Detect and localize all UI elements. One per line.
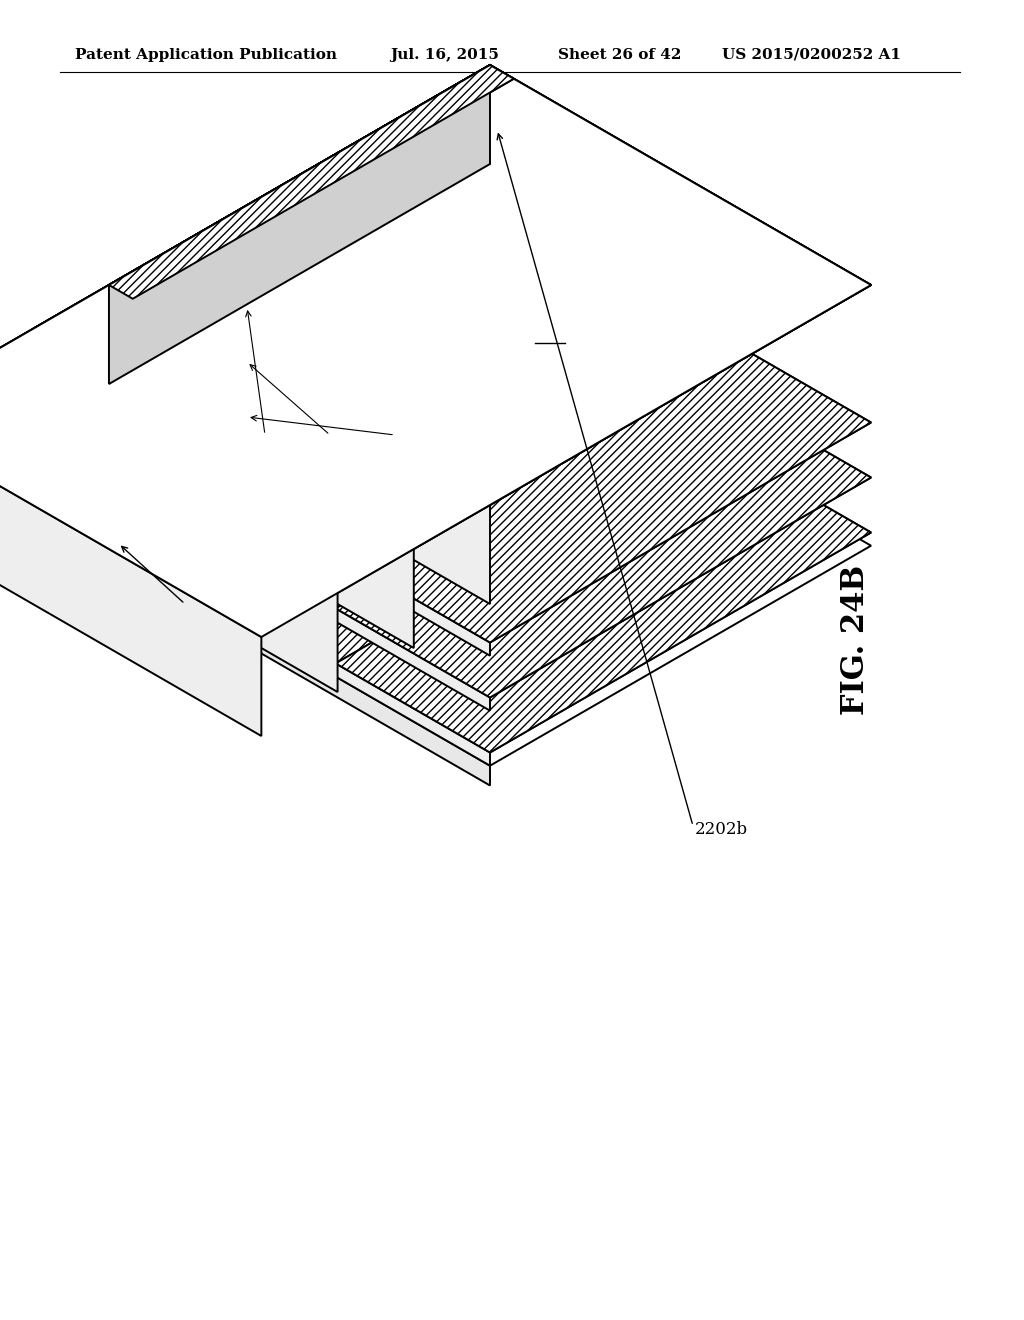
Polygon shape: [230, 289, 612, 548]
Polygon shape: [109, 65, 514, 298]
Polygon shape: [126, 284, 507, 543]
Polygon shape: [126, 213, 559, 462]
Polygon shape: [0, 65, 871, 593]
Polygon shape: [178, 314, 559, 573]
Polygon shape: [109, 313, 871, 752]
Polygon shape: [336, 444, 871, 752]
Polygon shape: [0, 65, 490, 516]
Polygon shape: [126, 174, 507, 433]
Polygon shape: [33, 65, 490, 428]
Polygon shape: [109, 202, 490, 436]
Text: 2204m: 2204m: [299, 430, 351, 484]
Polygon shape: [230, 235, 612, 492]
Polygon shape: [126, 228, 507, 487]
Polygon shape: [178, 314, 612, 565]
Polygon shape: [284, 264, 717, 515]
Polygon shape: [109, 65, 514, 298]
Polygon shape: [109, 164, 490, 436]
Polygon shape: [33, 329, 414, 648]
Polygon shape: [109, 65, 490, 384]
Polygon shape: [284, 375, 665, 634]
Polygon shape: [0, 374, 338, 692]
Text: Sheet 26 of 42: Sheet 26 of 42: [558, 48, 681, 62]
Polygon shape: [284, 319, 665, 578]
Polygon shape: [230, 327, 665, 578]
Polygon shape: [109, 257, 490, 491]
Polygon shape: [109, 285, 490, 605]
Polygon shape: [284, 319, 717, 570]
Polygon shape: [33, 65, 871, 549]
Polygon shape: [284, 375, 717, 624]
Polygon shape: [109, 275, 490, 545]
Polygon shape: [109, 440, 490, 710]
Polygon shape: [109, 494, 490, 766]
Text: Patent Application Publication: Patent Application Publication: [75, 48, 337, 62]
Polygon shape: [109, 65, 490, 384]
Polygon shape: [0, 417, 261, 737]
Polygon shape: [0, 65, 871, 638]
Polygon shape: [109, 384, 490, 656]
Text: 2204l: 2204l: [368, 430, 413, 477]
Polygon shape: [0, 65, 490, 473]
Polygon shape: [109, 326, 490, 565]
Polygon shape: [109, 313, 490, 545]
Polygon shape: [109, 202, 871, 643]
Polygon shape: [178, 205, 612, 454]
Polygon shape: [109, 257, 871, 697]
Polygon shape: [336, 334, 871, 643]
Text: 2200B: 2200B: [128, 594, 183, 610]
Polygon shape: [109, 219, 490, 491]
Text: 2204u: 2204u: [236, 430, 285, 480]
Text: Jul. 16, 2015: Jul. 16, 2015: [390, 48, 499, 62]
Text: 2202b: 2202b: [695, 821, 749, 838]
Polygon shape: [178, 205, 559, 462]
Polygon shape: [336, 405, 717, 664]
Text: US 2015/0200252 A1: US 2015/0200252 A1: [722, 48, 901, 62]
Text: FIG. 24B: FIG. 24B: [840, 565, 870, 715]
Polygon shape: [109, 326, 871, 766]
Polygon shape: [336, 294, 717, 553]
Polygon shape: [336, 388, 871, 697]
Polygon shape: [230, 345, 612, 603]
Polygon shape: [336, 350, 717, 609]
Polygon shape: [230, 383, 665, 634]
Polygon shape: [178, 259, 559, 517]
Polygon shape: [178, 259, 612, 510]
Polygon shape: [109, 545, 490, 785]
Polygon shape: [109, 65, 871, 506]
Polygon shape: [126, 268, 559, 517]
Text: 2402: 2402: [534, 322, 580, 341]
Polygon shape: [230, 273, 665, 523]
Polygon shape: [126, 322, 559, 573]
Polygon shape: [284, 264, 665, 523]
